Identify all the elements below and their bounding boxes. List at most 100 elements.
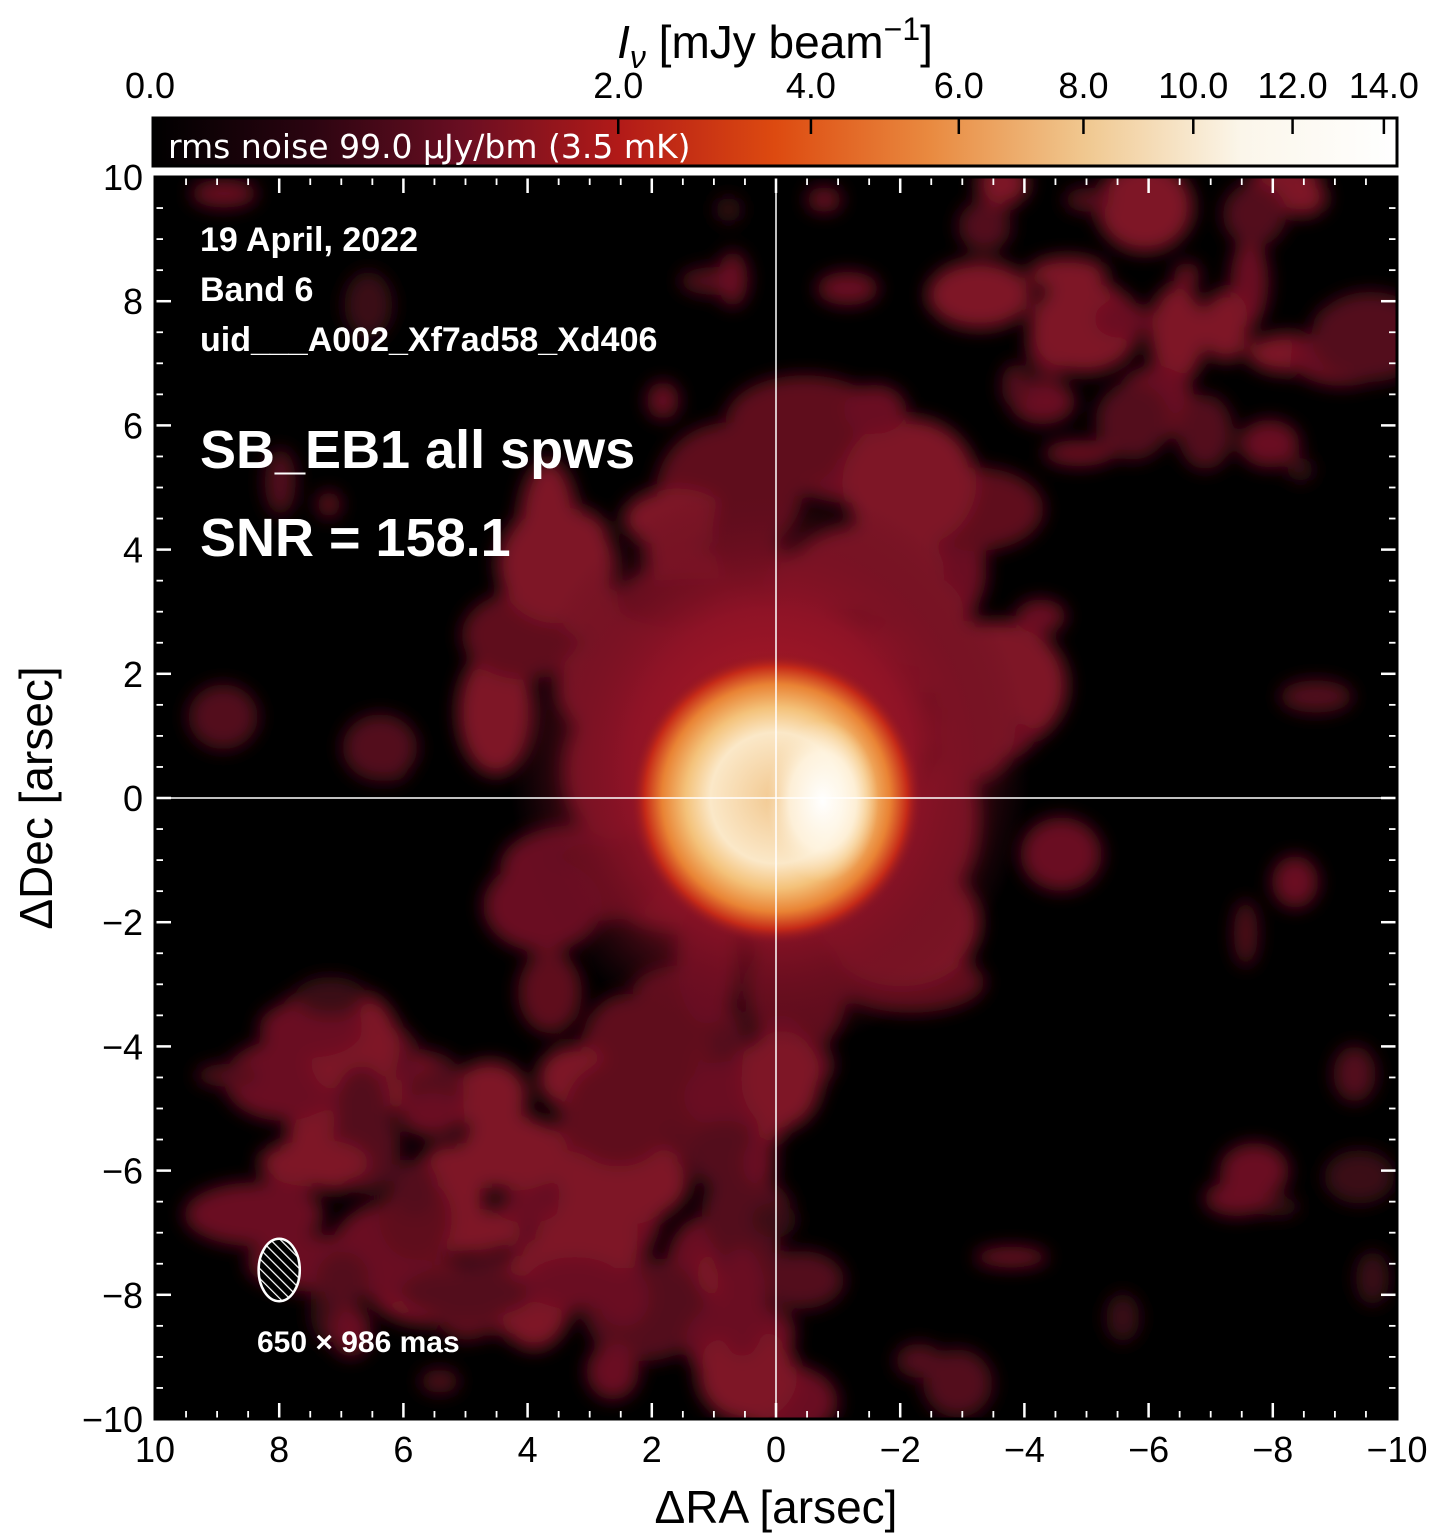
emission-blob [926, 260, 1033, 330]
colorbar-ticks [616, 118, 1386, 134]
emission-blob [1333, 1046, 1376, 1102]
colorbar-tick-label: 12.0 [1258, 65, 1328, 106]
emission-blob [806, 187, 842, 213]
emission-blob [586, 1342, 639, 1400]
emission-blob [399, 1093, 465, 1138]
emission-blob [717, 1247, 767, 1358]
emission-blob [1324, 1150, 1395, 1204]
emission-blob [758, 1250, 845, 1309]
emission-blob [1233, 900, 1258, 967]
emission-blob [1177, 394, 1234, 470]
colorbar-tick-label: 2.0 [593, 65, 643, 106]
emission-blob [1020, 817, 1102, 891]
emission-blob [564, 1060, 673, 1167]
annotation-snr: SNR = 158.1 [200, 508, 511, 568]
emission-blob [1222, 182, 1287, 247]
emission-blob [697, 1326, 798, 1419]
emission-blob [751, 1202, 797, 1237]
annotation-label: SB_EB1 all spws [200, 420, 635, 480]
y-axis-label: ΔDec [arsec] [10, 666, 62, 929]
emission-blob [843, 384, 907, 434]
emission-blob [958, 200, 1011, 253]
emission-blob [258, 1138, 369, 1187]
emission-blob [1096, 177, 1194, 253]
emission-blob [726, 409, 845, 488]
emission-blob [317, 491, 341, 518]
annotation-uid: uid___A002_Xf7ad58_Xd406 [200, 321, 657, 359]
emission-blob [1287, 457, 1314, 482]
x-tick-label: 2 [642, 1429, 662, 1470]
colorbar-tick-label: 6.0 [934, 65, 984, 106]
plot-frame [153, 175, 1399, 1421]
emission-blob [518, 950, 582, 1034]
x-tick-label: −4 [1004, 1429, 1045, 1470]
emission-blob [1271, 856, 1319, 908]
colorbar-title-sub: ν [630, 39, 646, 75]
emission-blob [715, 196, 742, 223]
emission-blob [1094, 300, 1150, 338]
emission-blob [742, 1139, 777, 1186]
emission-blob [1015, 599, 1066, 634]
x-tick-label: 8 [269, 1429, 289, 1470]
source-peak [766, 720, 879, 882]
emission-blob [399, 1267, 533, 1319]
y-tick-label: −8 [102, 1275, 143, 1316]
emission-blob [191, 179, 257, 208]
colorbar-gradient-bar [151, 116, 1399, 168]
beam-ellipse [257, 1237, 302, 1303]
x-tick-labels: 10 8 6 4 2 0 −2 −4 −6 −8 −10 [135, 1429, 1428, 1470]
colorbar-tick-label: 0.0 [125, 65, 175, 106]
emission-blob [1238, 419, 1300, 468]
annotations: 19 April, 2022 Band 6 uid___A002_Xf7ad58… [200, 221, 657, 1359]
emission-blob [974, 1246, 1048, 1268]
colorbar-title: Iν [mJy beam−1] [617, 11, 933, 75]
y-tick-label: 4 [123, 530, 143, 571]
emission-blob [557, 1137, 690, 1226]
emission-blob [334, 1066, 390, 1151]
colorbar: 0.0 2.0 4.0 6.0 8.0 10.0 12.0 14.0 rms noise 99… [125, 11, 1419, 168]
x-axis-label: ΔRA [arsec] [655, 1481, 898, 1533]
y-tick-label: −4 [102, 1026, 143, 1067]
emission-map [184, 177, 1397, 1419]
x-tick-label: 10 [135, 1429, 175, 1470]
colorbar-title-sup: −1 [884, 11, 920, 47]
emission-blob [1174, 262, 1200, 289]
x-tick-label: −10 [1366, 1429, 1427, 1470]
emission-blob [377, 721, 412, 781]
colorbar-title-main: I [617, 16, 630, 68]
emission-blob [264, 448, 296, 516]
emission-blob [976, 177, 1029, 207]
emission-blob [184, 1182, 324, 1247]
x-tick-label: −8 [1252, 1429, 1293, 1470]
plot-area [153, 175, 1399, 1421]
colorbar-title-unit: [mJy beam [646, 16, 884, 68]
colorbar-tick-label: 10.0 [1158, 65, 1228, 106]
x-tick-label: −6 [1128, 1429, 1169, 1470]
emission-blob [391, 1159, 438, 1217]
emission-blob [188, 684, 258, 750]
emission-blob [1148, 284, 1206, 384]
emission-blob [1201, 290, 1251, 362]
x-tick-label: −2 [880, 1429, 921, 1470]
emission-blob [816, 271, 879, 306]
emission-blob [1106, 1293, 1140, 1342]
colorbar-tick-label: 14.0 [1349, 65, 1419, 106]
annotation-date: 19 April, 2022 [200, 221, 418, 259]
emission-blob [1064, 187, 1111, 212]
emission-blob [316, 1251, 369, 1306]
emission-blob [330, 1304, 371, 1357]
emission-blob [1043, 440, 1115, 467]
y-tick-label: −6 [102, 1151, 143, 1192]
colorbar-tick-labels: 0.0 2.0 4.0 6.0 8.0 10.0 12.0 14.0 [125, 65, 1419, 106]
emission-blob [294, 976, 367, 1017]
emission-blob [1095, 382, 1170, 460]
emission-blob [196, 1063, 260, 1087]
y-tick-label: −10 [82, 1399, 143, 1440]
emission-blob [646, 381, 680, 420]
emission-blob [597, 1268, 650, 1327]
y-tick-label: 10 [103, 157, 143, 198]
annotation-band: Band 6 [200, 271, 313, 309]
emission-blob [1219, 1142, 1289, 1200]
x-tick-label: 6 [393, 1429, 413, 1470]
